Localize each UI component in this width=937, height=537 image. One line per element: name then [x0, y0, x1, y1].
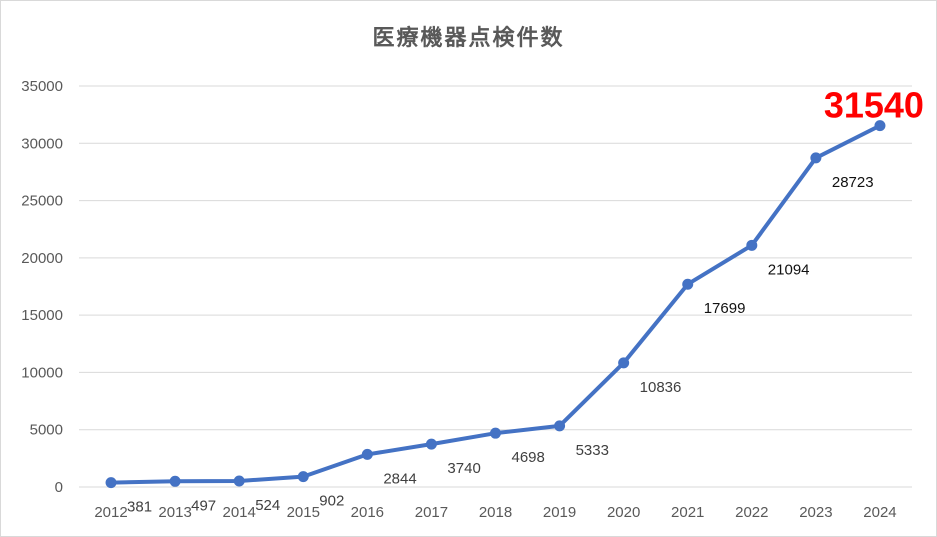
- y-tick-label: 20000: [21, 250, 63, 267]
- data-label: 2844: [383, 470, 416, 487]
- data-point: [297, 471, 309, 483]
- data-point: [618, 357, 630, 369]
- data-label: 524: [255, 497, 280, 514]
- x-tick-label: 2016: [351, 504, 384, 521]
- data-label: 3740: [447, 460, 480, 477]
- data-label-highlight: 31540: [824, 85, 924, 126]
- y-tick-label: 10000: [21, 364, 63, 381]
- data-point: [361, 448, 373, 460]
- data-label: 28723: [832, 174, 874, 191]
- x-tick-label: 2018: [479, 504, 512, 521]
- data-point: [682, 278, 694, 290]
- data-label: 497: [191, 497, 216, 514]
- data-point: [746, 239, 758, 251]
- data-point: [233, 475, 245, 487]
- data-point: [810, 152, 822, 164]
- data-point: [425, 438, 437, 450]
- data-point: [105, 477, 117, 489]
- x-tick-label: 2022: [735, 504, 768, 521]
- data-labels: 381 497 524 902 2844 3740 4698 5333 10836 17699 21…: [127, 85, 924, 516]
- x-axis-ticks: 2012 2013 2014 2015 2016 2017 2018 2019 2020 2021…: [94, 504, 896, 521]
- x-tick-label: 2024: [863, 504, 896, 521]
- data-point: [554, 420, 566, 432]
- x-tick-label: 2019: [543, 504, 576, 521]
- y-tick-label: 5000: [30, 422, 63, 439]
- data-point: [490, 427, 501, 439]
- x-tick-label: 2021: [671, 504, 704, 521]
- y-axis-ticks: 0 5000 10000 15000 20000 25000 30000 35000: [21, 78, 63, 496]
- data-label: 902: [319, 493, 344, 510]
- y-tick-label: 25000: [21, 193, 63, 210]
- data-label: 10836: [640, 379, 682, 396]
- x-tick-label: 2013: [158, 504, 191, 521]
- chart-title: 医療機器点検件数: [372, 26, 565, 51]
- x-tick-label: 2014: [223, 504, 256, 521]
- data-label: 381: [127, 499, 152, 516]
- data-label: 4698: [512, 449, 545, 466]
- data-points: [105, 120, 886, 489]
- x-tick-label: 2015: [287, 504, 320, 521]
- data-label: 21094: [768, 261, 810, 278]
- y-tick-label: 35000: [21, 78, 63, 95]
- x-tick-label: 2020: [607, 504, 640, 521]
- data-label: 5333: [576, 442, 609, 459]
- y-tick-label: 0: [55, 479, 63, 496]
- y-tick-label: 30000: [21, 135, 63, 152]
- y-tick-label: 15000: [21, 307, 63, 324]
- data-label: 17699: [704, 300, 746, 317]
- x-tick-label: 2023: [799, 504, 832, 521]
- x-tick-label: 2017: [415, 504, 448, 521]
- data-point: [874, 120, 886, 132]
- data-point: [169, 475, 181, 487]
- gridlines: [79, 85, 912, 488]
- x-tick-label: 2012: [94, 504, 127, 521]
